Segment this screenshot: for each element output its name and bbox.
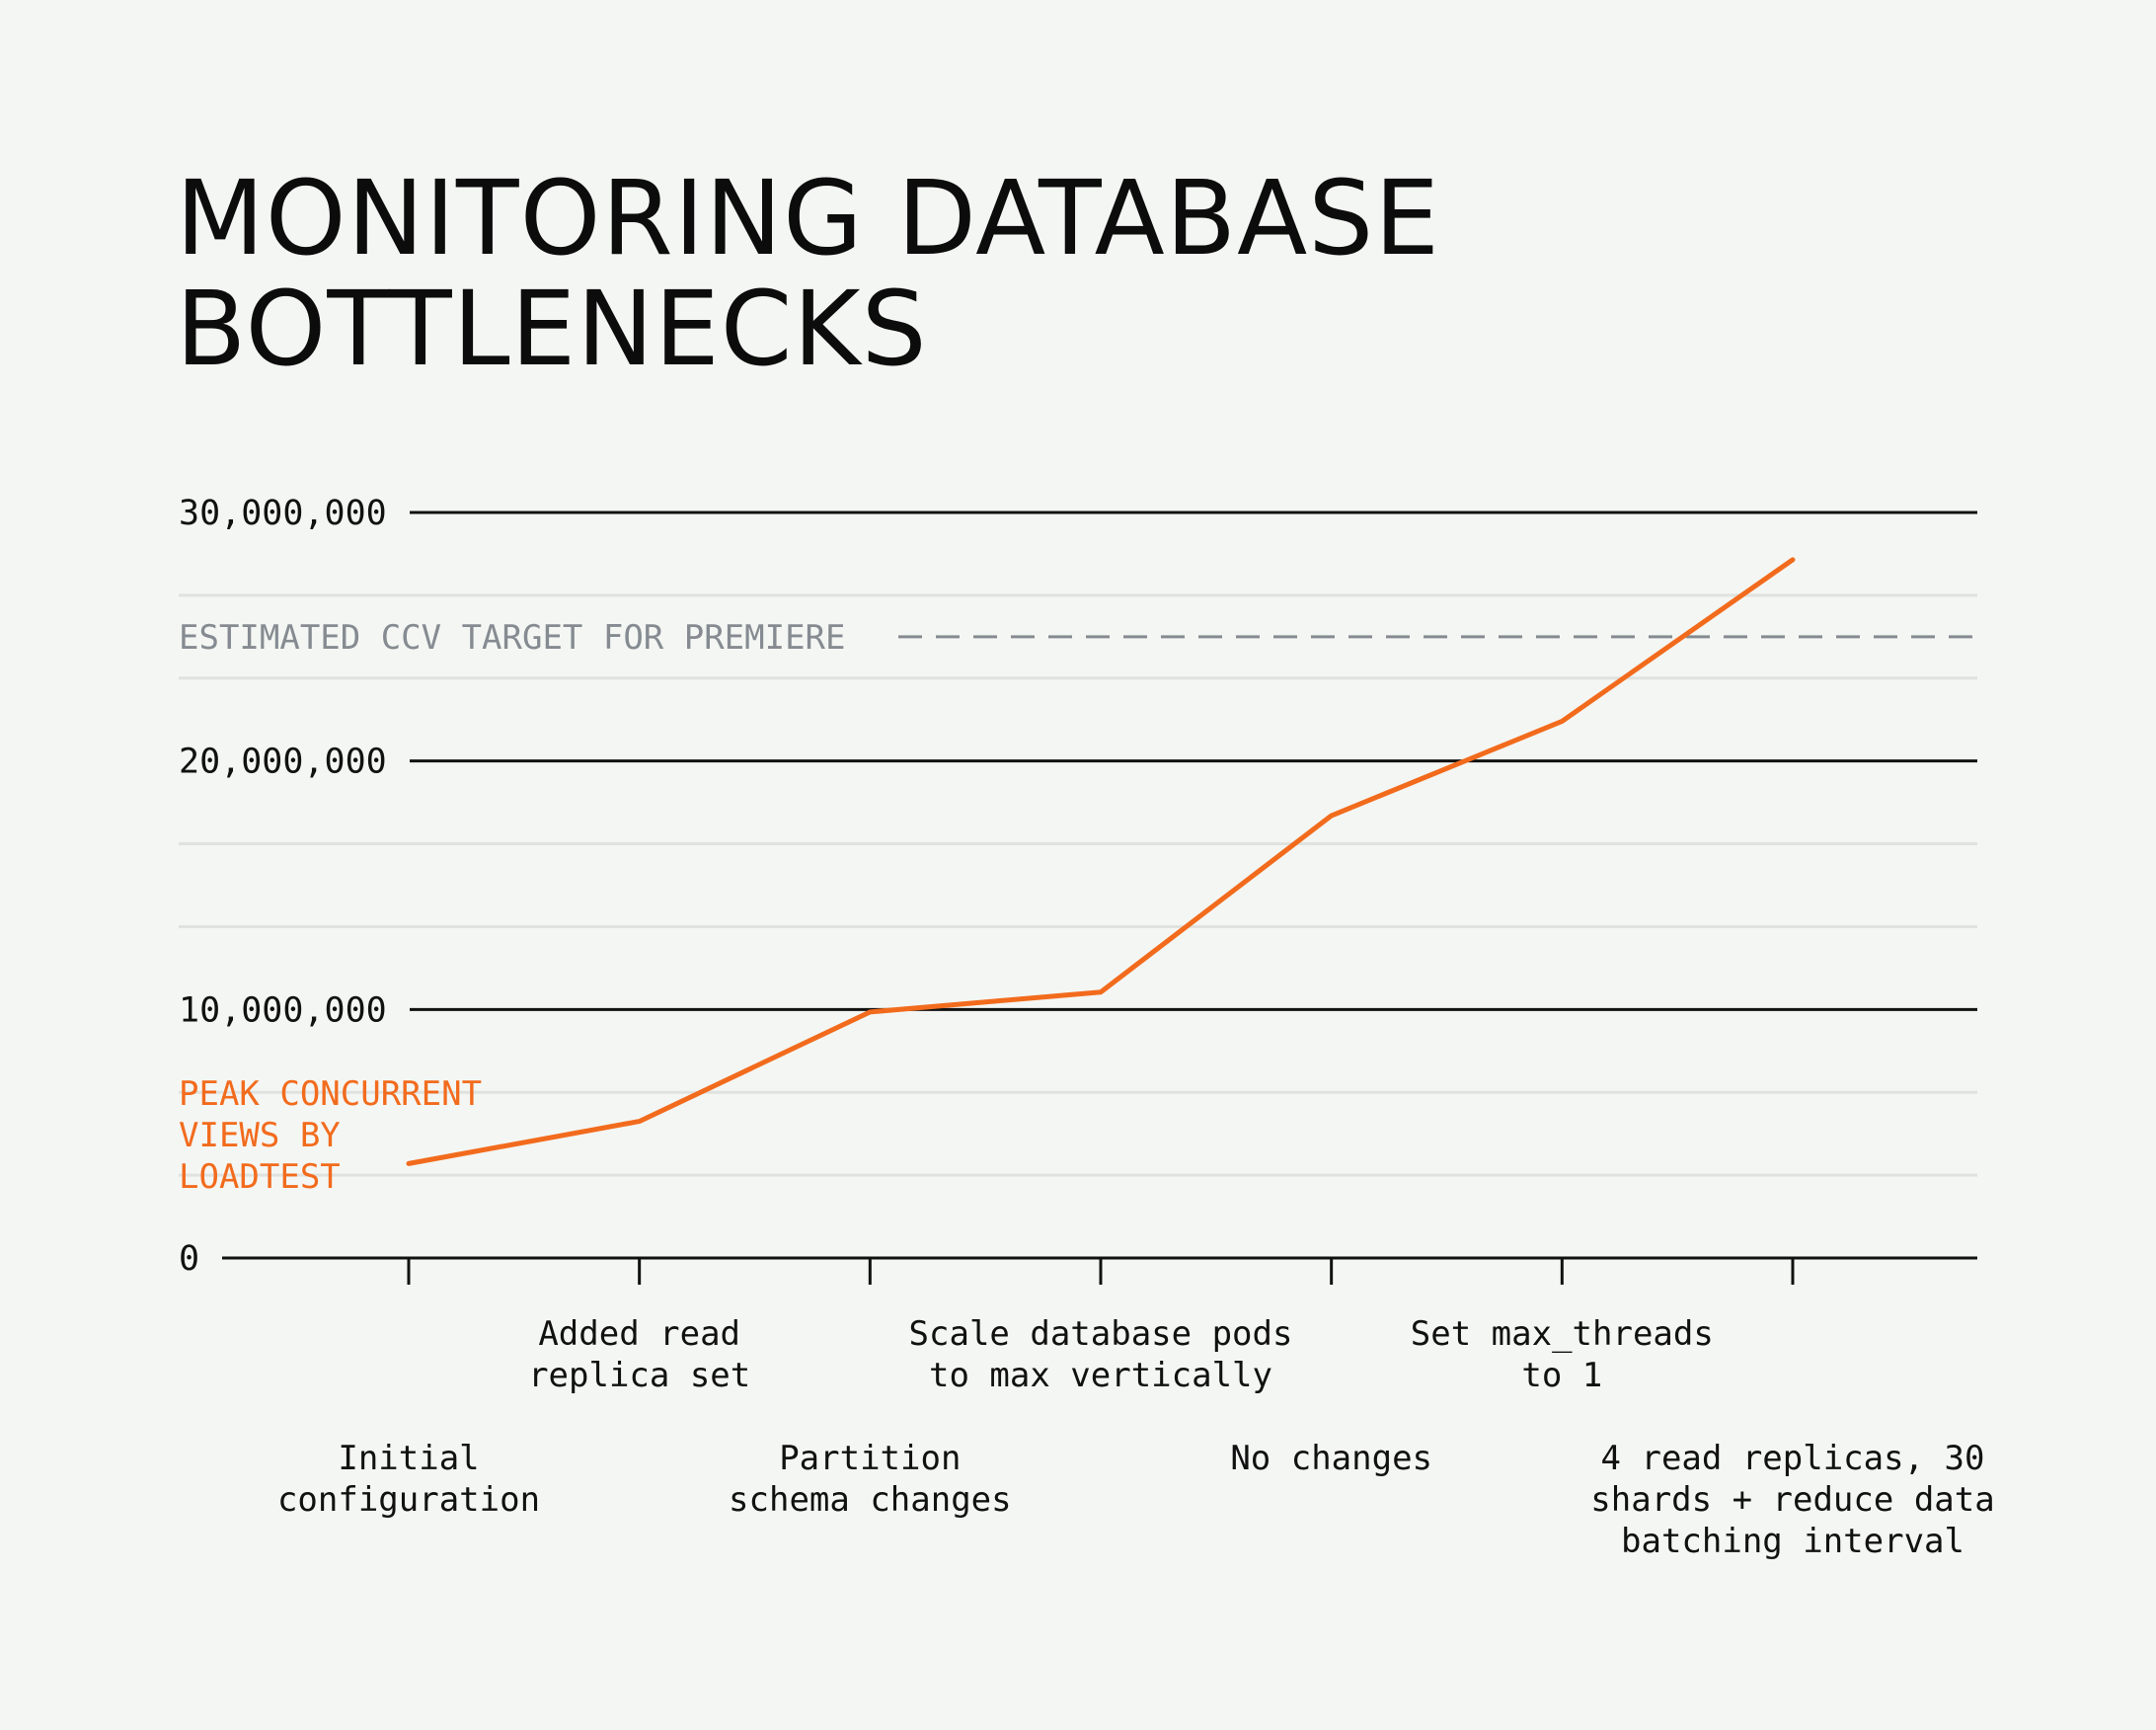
series-label-line: PEAK CONCURRENT (179, 1074, 482, 1114)
x-category-label-line: schema changes (729, 1480, 1012, 1520)
y-tick-label: 30,000,000 (179, 494, 387, 533)
x-category-label: Added read replica set (528, 1314, 750, 1395)
y-axis-tick-labels: 0 10,000,000 20,000,000 30,000,000 (179, 494, 387, 1279)
reference-lines: ESTIMATED CCV TARGET FOR PREMIERE (179, 618, 1977, 658)
x-axis (407, 1258, 1795, 1285)
x-category-label-line: No changes (1230, 1439, 1432, 1478)
target-label: ESTIMATED CCV TARGET FOR PREMIERE (179, 618, 846, 658)
x-category-label-line: to 1 (1521, 1356, 1602, 1395)
x-category-label: Scale database pods to max vertically (909, 1314, 1293, 1395)
x-category-label: Partition schema changes (729, 1439, 1012, 1520)
x-category-label-line: Partition (779, 1439, 961, 1478)
x-category-label-line: shards + reduce data (1590, 1480, 1994, 1520)
x-category-label: Initial configuration (277, 1439, 540, 1520)
x-category-label: No changes (1230, 1439, 1432, 1478)
x-category-label-line: Scale database pods (909, 1314, 1293, 1354)
series-line (406, 557, 1796, 1166)
y-tick-label: 0 (179, 1239, 199, 1279)
series-label-line: VIEWS BY (179, 1116, 341, 1155)
x-category-label: Set max_threads to 1 (1411, 1314, 1714, 1395)
y-tick-label: 20,000,000 (179, 743, 387, 782)
x-category-label-line: to max vertically (929, 1356, 1272, 1395)
x-category-label-line: batching interval (1621, 1522, 1964, 1561)
x-category-label-line: 4 read replicas, 30 (1601, 1439, 1985, 1478)
x-category-label-line: Set max_threads (1411, 1314, 1714, 1354)
minor-gridlines (179, 593, 1977, 1177)
series-label-line: LOADTEST (179, 1157, 341, 1197)
x-category-label-line: replica set (528, 1356, 750, 1395)
x-axis-category-labels: Initial configuration Added read replica se… (277, 1314, 1995, 1561)
x-category-label: 4 read replicas, 30 shards + reduce data b… (1590, 1439, 1994, 1561)
chart-title: MONITORING DATABASE BOTTLENECKS (176, 158, 1440, 389)
y-tick-label: 10,000,000 (179, 990, 387, 1030)
x-category-label-line: Initial (338, 1439, 479, 1478)
x-category-label-line: Added read (538, 1314, 740, 1354)
x-category-label-line: configuration (277, 1480, 540, 1520)
series-layer: PEAK CONCURRENT VIEWS BY LOADTEST (179, 557, 1796, 1197)
series-label: PEAK CONCURRENT VIEWS BY LOADTEST (179, 1074, 482, 1197)
